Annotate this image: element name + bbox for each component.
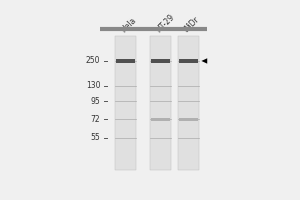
Bar — [151, 59, 170, 63]
Bar — [179, 118, 198, 121]
Text: 250: 250 — [86, 56, 100, 65]
Text: 130: 130 — [86, 81, 100, 90]
Bar — [179, 59, 198, 63]
Text: Hela: Hela — [119, 15, 138, 34]
Text: 72: 72 — [91, 115, 100, 124]
Bar — [116, 36, 136, 170]
Bar — [151, 118, 170, 121]
Bar — [178, 36, 199, 170]
Text: 95: 95 — [91, 97, 100, 106]
Bar — [116, 59, 135, 63]
Text: WiDr: WiDr — [182, 14, 202, 34]
Polygon shape — [201, 58, 207, 64]
Bar — [150, 36, 171, 170]
Text: 55: 55 — [91, 133, 100, 142]
Text: HT-29: HT-29 — [154, 12, 176, 34]
